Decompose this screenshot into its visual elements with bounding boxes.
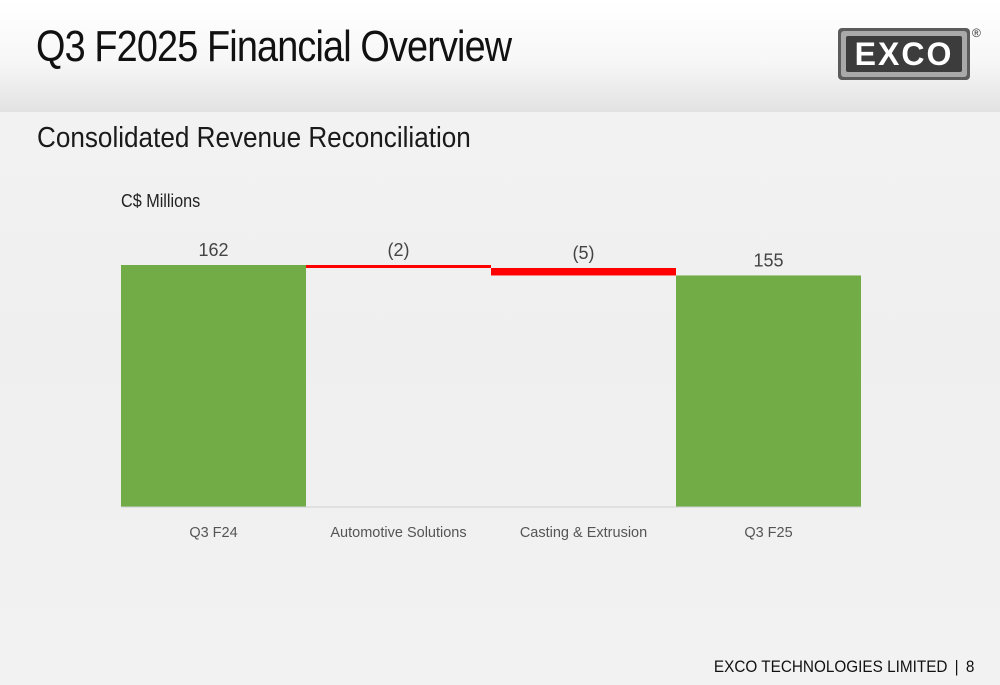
category-label: Q3 F24 bbox=[189, 525, 237, 541]
slide-header bbox=[0, 0, 1000, 112]
category-label: Casting & Extrusion bbox=[520, 525, 647, 541]
category-label: Automotive Solutions bbox=[330, 525, 466, 541]
bar-automotive-solutions bbox=[306, 265, 491, 268]
data-label: (5) bbox=[573, 243, 595, 263]
chart-labels: 162 Q3 F24 (2) Automotive Solutions (5) Casti… bbox=[189, 240, 792, 541]
data-label: (2) bbox=[388, 240, 410, 260]
bar-q3-f24 bbox=[121, 265, 306, 507]
slide-title: Q3 F2025 Financial Overview bbox=[36, 22, 512, 71]
chart-subtitle: Consolidated Revenue Reconciliation bbox=[37, 122, 471, 154]
unit-label: C$ Millions bbox=[121, 191, 201, 211]
footer-company: EXCO TECHNOLOGIES LIMITED bbox=[713, 657, 948, 676]
logo-registered-mark: ® bbox=[972, 26, 981, 40]
data-label: 162 bbox=[198, 240, 228, 260]
bar-casting-extrusion bbox=[491, 267, 676, 276]
data-label: 155 bbox=[753, 250, 783, 270]
chart-bars bbox=[121, 265, 861, 508]
footer: EXCO TECHNOLOGIES LIMITED | 8 bbox=[714, 657, 974, 677]
page-number: 8 bbox=[965, 657, 974, 676]
bar-q3-f25 bbox=[676, 275, 861, 507]
category-label: Q3 F25 bbox=[744, 525, 792, 541]
logo-text: EXCO bbox=[855, 36, 954, 72]
exco-logo: EXCO bbox=[838, 28, 970, 80]
footer-separator: | bbox=[954, 657, 959, 676]
